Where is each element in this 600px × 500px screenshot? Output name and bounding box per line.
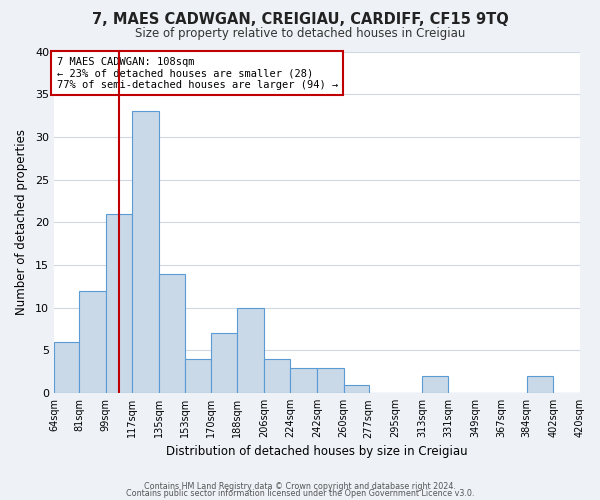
Bar — [264, 359, 290, 393]
Bar — [527, 376, 553, 393]
Bar — [106, 214, 132, 393]
Text: Contains public sector information licensed under the Open Government Licence v3: Contains public sector information licen… — [126, 489, 474, 498]
Bar — [132, 112, 159, 393]
Bar — [317, 368, 344, 393]
Text: 7, MAES CADWGAN, CREIGIAU, CARDIFF, CF15 9TQ: 7, MAES CADWGAN, CREIGIAU, CARDIFF, CF15… — [92, 12, 508, 28]
Bar — [290, 368, 317, 393]
Text: Contains HM Land Registry data © Crown copyright and database right 2024.: Contains HM Land Registry data © Crown c… — [144, 482, 456, 491]
Bar — [54, 342, 79, 393]
Y-axis label: Number of detached properties: Number of detached properties — [15, 130, 28, 316]
Bar — [344, 384, 368, 393]
Bar — [159, 274, 185, 393]
X-axis label: Distribution of detached houses by size in Creigiau: Distribution of detached houses by size … — [166, 444, 468, 458]
Bar — [237, 308, 264, 393]
Bar — [79, 290, 106, 393]
Text: 7 MAES CADWGAN: 108sqm
← 23% of detached houses are smaller (28)
77% of semi-det: 7 MAES CADWGAN: 108sqm ← 23% of detached… — [56, 56, 338, 90]
Text: Size of property relative to detached houses in Creigiau: Size of property relative to detached ho… — [135, 28, 465, 40]
Bar — [422, 376, 448, 393]
Bar — [185, 359, 211, 393]
Bar — [211, 334, 237, 393]
